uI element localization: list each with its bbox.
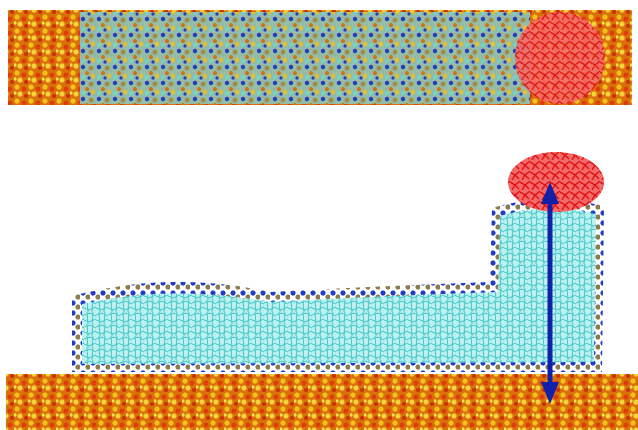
top-mixed-layer bbox=[80, 12, 530, 104]
page bbox=[0, 0, 638, 430]
top-red-cluster bbox=[515, 12, 605, 104]
simulation-image bbox=[0, 0, 638, 430]
